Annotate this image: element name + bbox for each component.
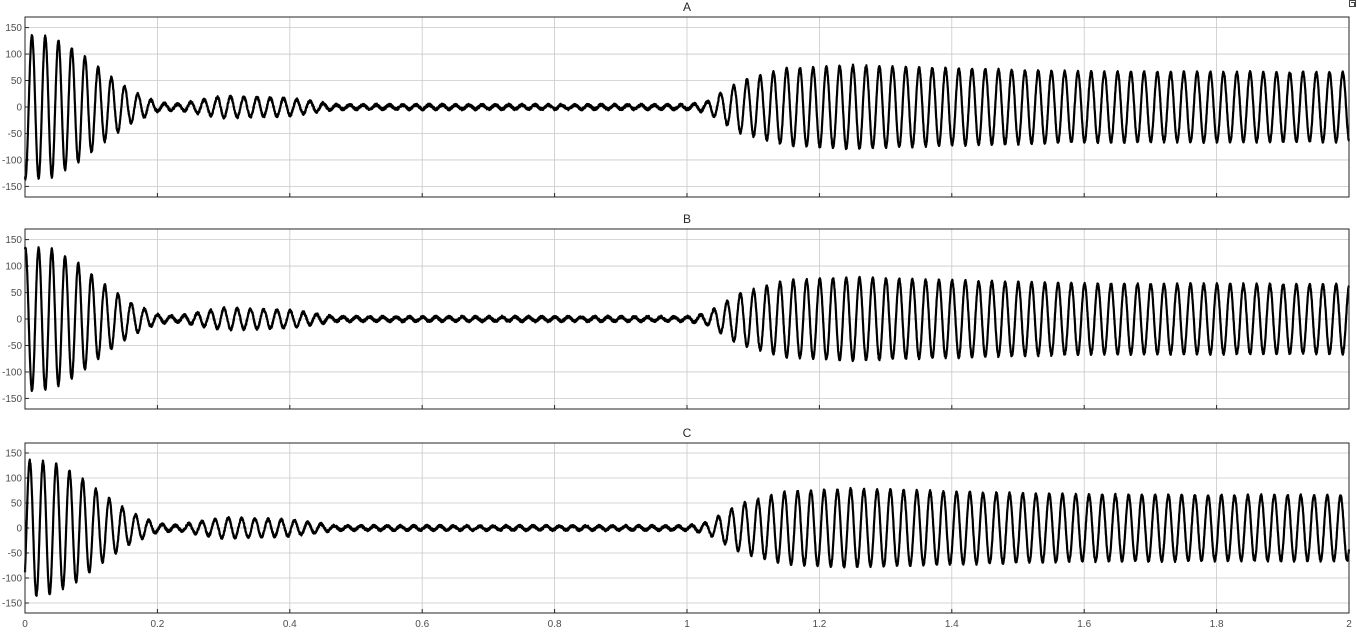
signal-trace [23,34,1350,181]
y-tick-label: -100 [2,574,22,585]
y-tick-label: 0 [16,103,22,114]
y-tick-label: -50 [8,129,23,140]
panel-title: C [683,426,692,440]
x-tick-label: 1.4 [945,619,959,630]
panel-A: A 150 100 50 0 -50 -100 -150 [2,0,1350,198]
axes-border [24,16,1350,198]
x-tick-label: 0.4 [283,619,297,630]
y-tick-label: 50 [11,499,23,510]
y-tick-label: -150 [2,394,22,405]
y-tick-label: 150 [5,449,22,460]
axes-border [24,228,1350,410]
y-tick-label: -100 [2,155,22,166]
y-tick-label: 100 [5,50,22,61]
y-tick-label: -100 [2,367,22,378]
x-tick-label: 1.2 [812,619,826,630]
x-tick-label: 1 [684,619,690,630]
y-tick-label: -150 [2,599,22,610]
panel-title: A [683,0,691,14]
y-tick-label: 0 [16,315,22,326]
signal-trace [23,246,1350,393]
y-tick-label: 100 [5,474,22,485]
panel-C: C 0 0.2 0.4 0.6 0.8 1 1.2 1.4 1.6 1.8 2 150 100 50 0 -50… [2,426,1352,630]
x-tick-label: 0.6 [415,619,429,630]
signal-trace [23,458,1351,597]
x-tick-label: 1.6 [1077,619,1091,630]
panel-B: B 150 100 50 0 -50 -100 -150 [2,212,1350,410]
x-tick-label: 0.8 [548,619,562,630]
y-tick-label: 150 [5,235,22,246]
panel-title: B [683,212,691,226]
restore-axes-icon[interactable] [1349,0,1356,7]
y-tick-label: 50 [11,288,23,299]
axes-border [24,442,1350,614]
y-tick-label: 100 [5,262,22,273]
x-tick-label: 1.8 [1210,619,1224,630]
y-tick-label: -150 [2,182,22,193]
x-tick-label: 2 [1346,619,1352,630]
y-tick-label: -50 [8,341,23,352]
x-tick-label: 0 [22,619,28,630]
y-tick-label: -50 [8,549,23,560]
y-tick-label: 0 [16,524,22,535]
x-tick-label: 0.2 [150,619,164,630]
y-tick-label: 50 [11,76,23,87]
y-tick-label: 150 [5,23,22,34]
